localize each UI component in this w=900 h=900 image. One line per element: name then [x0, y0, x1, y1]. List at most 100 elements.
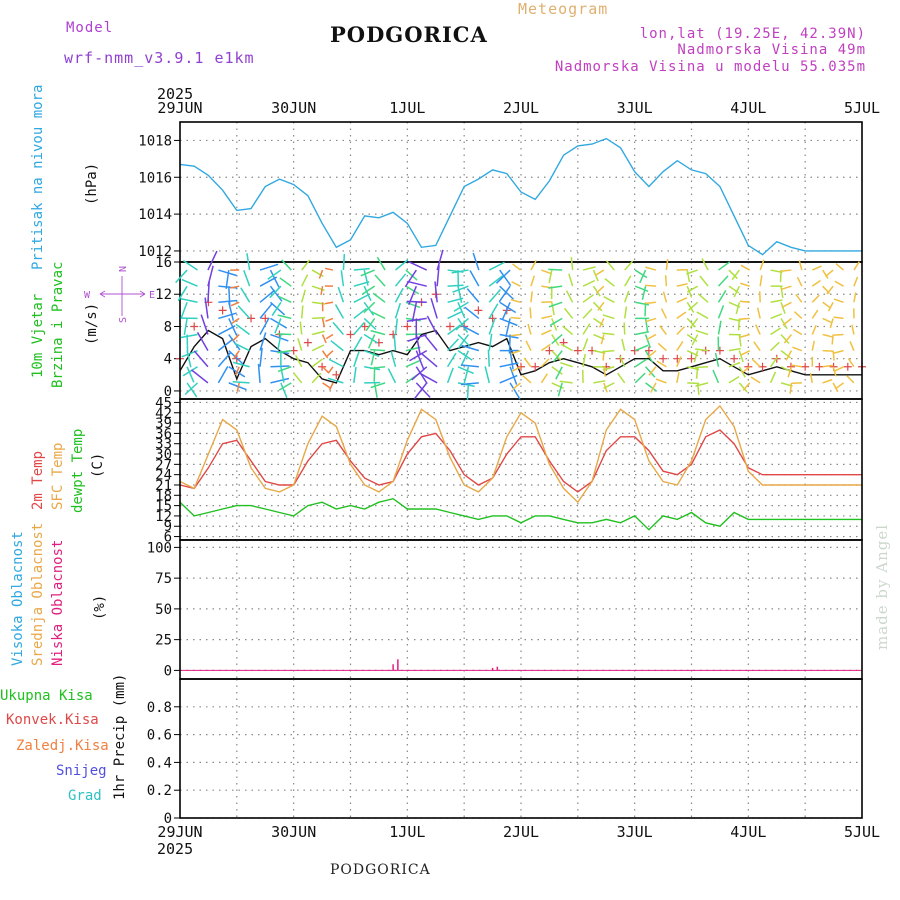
- wind-arrow: [717, 275, 729, 287]
- wind-arrow: [525, 340, 532, 351]
- wind-arrow: [849, 341, 855, 351]
- wind-arrow: [228, 334, 241, 351]
- wind-arrow: [436, 249, 444, 271]
- wind-arrow: [370, 350, 376, 366]
- y-tick-label: 8: [164, 319, 172, 335]
- wind-arrow: [783, 334, 793, 344]
- wind-arrow: [540, 358, 550, 368]
- wind-arrow: [832, 382, 839, 393]
- wind-arrow: [834, 280, 844, 287]
- wind-arrow: [644, 318, 649, 333]
- y-tick-label: 12: [155, 509, 172, 525]
- wind-arrow: [246, 253, 251, 271]
- time-label-top: 29JUN: [157, 99, 202, 117]
- wind-arrow: [405, 301, 421, 309]
- wind-arrow: [623, 306, 628, 319]
- wind-arrow: [230, 301, 240, 307]
- wind-arrow: [372, 292, 386, 303]
- y-tick-label: 15: [155, 499, 172, 515]
- gust-marker: [843, 362, 852, 371]
- wind-arrow: [624, 260, 634, 271]
- wind-arrow: [728, 361, 741, 368]
- wind-arrow: [617, 372, 626, 384]
- wind-arrow: [311, 269, 324, 278]
- wind-arrow: [240, 287, 251, 303]
- wind-arrow: [717, 290, 727, 303]
- wind-arrow: [292, 372, 303, 384]
- wind-arrow: [655, 378, 667, 384]
- wind-arrow: [415, 382, 431, 398]
- wind-arrow: [695, 348, 709, 352]
- y-tick-label: 0.6: [147, 728, 172, 744]
- wind-arrow: [259, 347, 263, 367]
- wind-arrow: [270, 377, 290, 384]
- wind-arrow: [182, 259, 198, 271]
- wind-arrow: [851, 324, 855, 335]
- time-label-top: 3JUL: [617, 99, 653, 117]
- wind-arrow: [190, 369, 209, 384]
- wind-arrow: [686, 301, 695, 313]
- wind-arrow: [334, 304, 345, 319]
- y-tick-label: 1016: [138, 170, 172, 186]
- product-title: Meteogram: [518, 0, 609, 18]
- wind-arrow: [370, 366, 386, 370]
- wind-arrow: [367, 334, 376, 349]
- wind-arrow: [770, 313, 782, 320]
- wind-arrow: [822, 349, 833, 352]
- wind-arrow: [365, 317, 376, 332]
- gust-marker: [730, 354, 739, 363]
- wind-arrow: [827, 301, 834, 312]
- wind-arrow: [847, 358, 855, 368]
- wind-arrow: [582, 308, 593, 319]
- compass-s: S: [118, 317, 129, 323]
- wind-arrow: [509, 350, 514, 370]
- time-label-bottom: 4JUL: [730, 823, 766, 841]
- wind-arrow: [322, 366, 330, 374]
- wind-arrow: [691, 334, 699, 346]
- wind-arrow: [695, 366, 699, 379]
- series-line-sfc-temp: [179, 404, 862, 504]
- wind-arrow: [277, 334, 282, 351]
- wind-arrow: [563, 307, 574, 319]
- wind-arrow: [656, 360, 667, 368]
- wind-arrow: [184, 382, 199, 396]
- wind-arrow: [697, 293, 709, 303]
- wind-arrow: [657, 342, 667, 352]
- wind-arrow: [644, 301, 657, 305]
- wind-arrow: [832, 366, 837, 377]
- wind-arrow: [327, 366, 334, 374]
- wind-arrow: [277, 333, 292, 336]
- wind-arrow: [360, 269, 375, 277]
- wind-arrow: [553, 350, 563, 363]
- wind-arrow: [472, 252, 480, 271]
- wind-arrow: [394, 318, 399, 335]
- wind-arrow: [822, 269, 829, 279]
- wind-arrow: [418, 372, 438, 384]
- wind-arrow: [833, 333, 844, 336]
- y-tick-label: 27: [155, 457, 172, 473]
- wind-arrow: [446, 367, 454, 384]
- wind-arrow: [280, 366, 285, 383]
- wind-arrow: [796, 276, 803, 287]
- wind-arrow: [798, 260, 803, 271]
- wind-arrow: [740, 264, 751, 271]
- wind-arrow: [452, 285, 469, 293]
- wind-arrow: [582, 293, 594, 303]
- wind-arrow: [770, 327, 782, 336]
- wind-arrow: [340, 270, 345, 287]
- wind-arrow: [740, 349, 751, 356]
- wind-arrow: [457, 366, 474, 375]
- wind-arrow: [686, 269, 698, 275]
- wind-arrow: [754, 324, 761, 335]
- wind-arrow: [271, 301, 282, 317]
- wind-arrow: [181, 278, 198, 287]
- y-tick-label: 12: [155, 287, 172, 303]
- wind-arrow: [602, 349, 615, 353]
- wind-arrow: [527, 323, 532, 335]
- wind-arrow: [738, 382, 748, 393]
- wind-arrow: [175, 269, 188, 284]
- precip-unit: 1hr Precip (mm): [112, 674, 128, 800]
- wind-arrow: [327, 377, 344, 384]
- wind-arrow: [457, 301, 466, 319]
- y-tick-label: 18: [155, 488, 172, 504]
